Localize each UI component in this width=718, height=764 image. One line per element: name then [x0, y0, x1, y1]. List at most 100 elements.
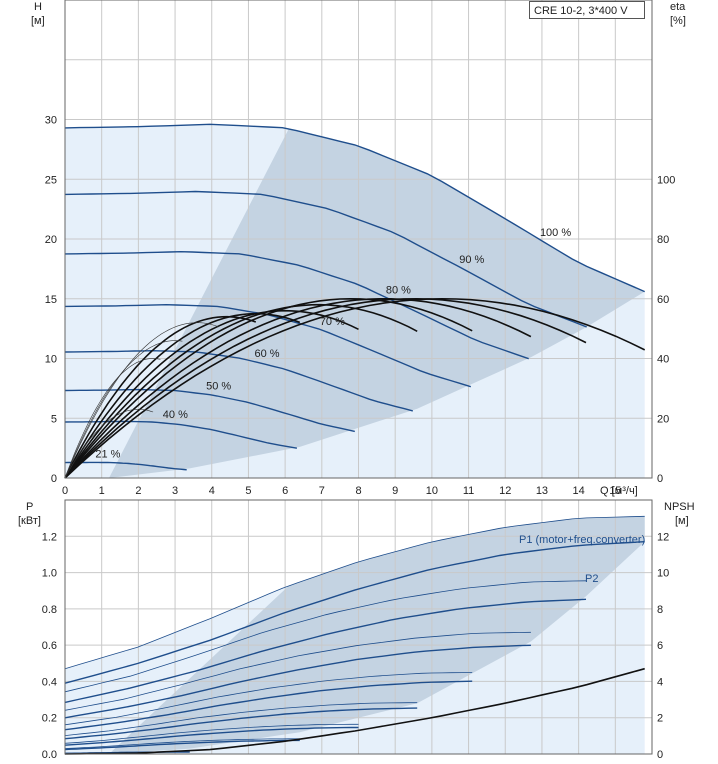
power-tick-label: 1.2	[42, 531, 57, 543]
efficiency-curve	[64, 312, 301, 479]
speed-label: 50 %	[206, 380, 231, 392]
head-tick-label: 10	[45, 354, 57, 366]
npsh-tick-label: 2	[657, 713, 663, 725]
speed-label: 70 %	[320, 316, 345, 328]
efficiency-curve	[64, 409, 154, 479]
npsh-axis-unit: [м]	[675, 515, 689, 527]
flow-tick-label: 10	[426, 485, 438, 497]
efficiency-curve	[64, 297, 587, 479]
flow-tick-label: 13	[536, 485, 548, 497]
legend-p1: P1 (motor+freq.converter)	[519, 534, 645, 546]
speed-label: 90 %	[459, 254, 484, 266]
power-axis-ticks: 0.0 0.2 0.4 0.6 0.8 1.0 1.2 0 2 4 6 8 10 12	[42, 531, 670, 761]
flow-tick-label: 7	[319, 485, 325, 497]
speed-label: 21 %	[95, 448, 120, 460]
p2-curve	[64, 644, 531, 719]
speed-label: 40 %	[163, 409, 188, 421]
power-tick-label: 1.0	[42, 568, 57, 580]
power-tick-label: 0.2	[42, 713, 57, 725]
npsh-tick-label: 12	[657, 531, 669, 543]
power-axis-label: P	[26, 501, 33, 513]
power-tick-label: 0.4	[42, 676, 57, 688]
head-tick-label: 15	[45, 294, 57, 306]
head-curve-series	[64, 250, 529, 360]
flow-tick-label: 4	[209, 485, 215, 497]
head-tick-label: 5	[51, 413, 57, 425]
npsh-tick-label: 4	[657, 676, 663, 688]
eta-tick-label: 100	[657, 174, 675, 186]
p1-curve	[64, 723, 359, 744]
eta-tick-label: 0	[657, 473, 663, 485]
p2-curve	[64, 726, 359, 746]
head-curve-series	[64, 420, 298, 449]
head-curve-series	[64, 461, 187, 471]
head-tick-label: 20	[45, 234, 57, 246]
speed-label: 100 %	[540, 227, 571, 239]
head-grid	[64, 0, 652, 478]
efficiency-curve	[64, 303, 418, 479]
p2-curve	[64, 680, 473, 731]
power-curves	[64, 515, 645, 755]
head-tick-label: 25	[45, 174, 57, 186]
power-operating-area-fill	[109, 516, 645, 754]
head-curve-series	[64, 349, 413, 412]
flow-axis-label: Q [м³/ч]	[600, 485, 638, 497]
speed-label: 60 %	[255, 348, 280, 360]
efficiency-curve	[64, 315, 257, 479]
flow-tick-label: 8	[355, 485, 361, 497]
npsh-tick-label: 6	[657, 640, 663, 652]
flow-tick-label: 1	[99, 485, 105, 497]
chart-title: CRE 10-2, 3*400 V	[529, 1, 645, 19]
p1-curve	[64, 702, 418, 736]
p1-curve	[64, 515, 645, 670]
efficiency-curve	[64, 358, 161, 479]
flow-tick-label: 12	[499, 485, 511, 497]
eta-axis-label: eta	[670, 1, 686, 13]
flow-tick-label: 5	[245, 485, 251, 497]
eta-tick-label: 80	[657, 234, 669, 246]
speed-label: 80 %	[386, 284, 411, 296]
npsh-curve	[64, 667, 645, 755]
npsh-axis-label: NPSH	[664, 501, 695, 513]
power-tick-label: 0.0	[42, 749, 57, 761]
head-axis-unit: [м]	[31, 15, 45, 27]
npsh-tick-label: 0	[657, 749, 663, 761]
plot-frames	[64, 0, 653, 755]
head-tick-label: 0	[51, 473, 57, 485]
power-tick-label: 0.6	[42, 640, 57, 652]
power-plot-frame	[64, 499, 653, 755]
p2-curve	[64, 707, 418, 740]
efficiency-curve	[64, 322, 220, 479]
npsh-tick-label: 10	[657, 568, 669, 580]
p1-curve	[64, 738, 300, 749]
p1-curve	[64, 580, 587, 693]
p1-curve	[64, 672, 473, 726]
p2-curve	[64, 541, 645, 684]
eta-tick-label: 20	[657, 413, 669, 425]
p2-curve	[64, 739, 300, 751]
head-tick-label: 30	[45, 115, 57, 127]
operating-area	[109, 128, 645, 479]
flow-tick-label: 0	[62, 485, 68, 497]
eta-tick-label: 40	[657, 354, 669, 366]
head-curve-series	[64, 123, 645, 293]
p1-curve	[64, 631, 531, 711]
chart-labels: 100 % 90 % 80 % 70 % 60 % 50 % 40 % 21 % H [м] eta…	[18, 1, 695, 585]
legend-p2: P2	[585, 573, 598, 585]
power-axis-unit: [кВт]	[18, 515, 41, 527]
efficiency-curve	[64, 309, 359, 479]
head-curve-series	[64, 190, 587, 328]
flow-tick-label: 11	[463, 485, 474, 497]
flow-tick-label: 6	[282, 485, 288, 497]
head-curves	[64, 123, 646, 479]
flow-tick-label: 3	[172, 485, 178, 497]
power-tick-label: 0.8	[42, 604, 57, 616]
head-operating-area	[65, 124, 645, 479]
flow-tick-label: 2	[135, 485, 141, 497]
flow-tick-label: 15	[609, 485, 621, 497]
npsh-tick-label: 8	[657, 604, 663, 616]
power-operating-area	[65, 516, 645, 754]
eta-axis-unit: [%]	[670, 15, 686, 27]
